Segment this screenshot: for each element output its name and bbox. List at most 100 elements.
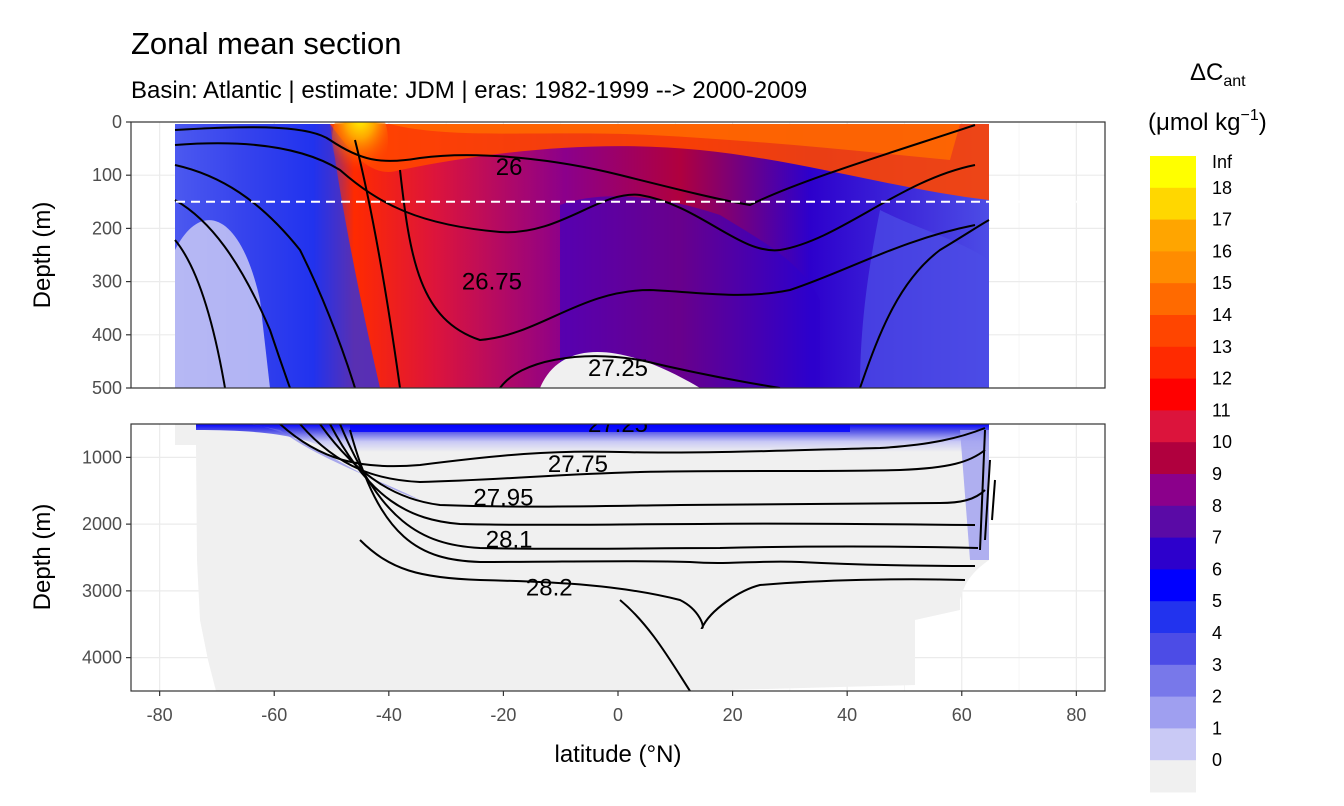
contour-label-26: 26 (496, 154, 523, 181)
x-tick-label--60: -60 (261, 705, 287, 725)
y-tick-label-2000: 2000 (82, 514, 122, 534)
upper-southern-pale (175, 220, 270, 388)
legend-unit-superscript: −1 (1241, 107, 1259, 124)
legend-label-2: 2 (1212, 687, 1222, 707)
x-axis-label: latitude (°N) (555, 741, 682, 768)
contour-label-27.75: 27.75 (548, 451, 608, 478)
x-axis: -80 -60 -40 -20 0 20 40 60 80 (147, 691, 1086, 725)
upper-y-axis: 0 100 200 300 400 500 (92, 112, 131, 398)
legend-unit-main: (μmol kg (1148, 109, 1241, 136)
x-tick-label-80: 80 (1066, 705, 1086, 725)
legend: ΔCant (μmol kg−1) Inf1817161514131211109… (1148, 59, 1267, 793)
legend-label-5: 5 (1212, 591, 1222, 611)
upper-contour-labels: 26 26.75 27.25 (462, 154, 648, 382)
lower-contour-labels: 27.25 27.75 27.95 28.1 28.2 (473, 411, 648, 602)
legend-swatch-17 (1150, 219, 1196, 252)
contour-label-28.1: 28.1 (486, 526, 533, 553)
legend-label-14: 14 (1212, 305, 1232, 325)
legend-label-8: 8 (1212, 496, 1222, 516)
upper-northern-blue (860, 210, 989, 388)
legend-swatch-11 (1150, 410, 1196, 443)
legend-swatch-7 (1150, 537, 1196, 570)
legend-swatch-0 (1150, 760, 1196, 793)
x-tick-label--80: -80 (147, 705, 173, 725)
legend-title-main: ΔC (1190, 59, 1223, 86)
x-tick-label-40: 40 (837, 705, 857, 725)
legend-unit: (μmol kg−1) (1148, 107, 1267, 136)
legend-swatch-13 (1150, 346, 1196, 380)
legend-swatch-12 (1150, 378, 1196, 411)
lower-y-axis-label: Depth (m) (29, 504, 56, 611)
y-tick-label-300: 300 (92, 272, 122, 292)
y-tick-label-200: 200 (92, 218, 122, 238)
upper-panel-border (130, 121, 1106, 389)
x-tick-label--40: -40 (376, 705, 402, 725)
legend-swatch-4 (1150, 633, 1196, 666)
legend-label-7: 7 (1212, 528, 1222, 548)
legend-label-1: 1 (1212, 718, 1222, 738)
legend-label-11: 11 (1212, 400, 1231, 420)
legend-swatch-16 (1150, 251, 1196, 284)
upper-panel: 26 26.75 27.25 0 100 200 300 400 500 Depth (m) (29, 112, 1106, 398)
legend-label-12: 12 (1212, 369, 1232, 389)
legend-label-18: 18 (1212, 178, 1232, 198)
lower-surface-strip (350, 424, 850, 432)
legend-swatch-9 (1150, 474, 1196, 507)
y-tick-label-3000: 3000 (82, 581, 122, 601)
legend-swatch-5 (1150, 601, 1196, 634)
legend-swatch-1 (1150, 728, 1196, 761)
lower-field: 27.25 27.75 27.95 28.1 28.2 (175, 411, 996, 691)
y-tick-label-1000: 1000 (82, 447, 122, 467)
y-tick-label-4000: 4000 (82, 648, 122, 668)
legend-swatch-14 (1150, 315, 1196, 348)
contour-label-27.95: 27.95 (473, 484, 533, 511)
contour-label-26.75: 26.75 (462, 269, 522, 296)
legend-swatch-15 (1150, 283, 1196, 316)
legend-swatch-18 (1150, 187, 1196, 221)
y-tick-label-0: 0 (112, 112, 122, 132)
legend-label-16: 16 (1212, 241, 1232, 261)
legend-swatch-3 (1150, 664, 1196, 698)
upper-field: 26 26.75 27.25 (131, 122, 1105, 388)
y-tick-label-400: 400 (92, 325, 122, 345)
contour-label-27.25: 27.25 (588, 411, 648, 438)
legend-label-13: 13 (1212, 337, 1232, 357)
lower-panel: 27.25 27.75 27.95 28.1 28.2 1000 2000 3000 4000… (29, 411, 1106, 692)
contour-label-27.25: 27.25 (588, 355, 648, 382)
chart-subtitle: Basin: Atlantic | estimate: JDM | eras: … (131, 77, 807, 104)
upper-deep-pale (540, 352, 700, 388)
legend-swatch-2 (1150, 696, 1196, 729)
legend-swatch-10 (1150, 442, 1196, 475)
legend-label-17: 17 (1212, 210, 1232, 230)
y-tick-label-100: 100 (92, 165, 122, 185)
legend-title: ΔCant (1190, 59, 1246, 90)
lower-contour-lines (279, 424, 986, 691)
chart-title: Zonal mean section (131, 26, 402, 61)
lower-north-edge-contours (979, 429, 996, 551)
lower-upper-layer (196, 424, 989, 505)
x-tick-label--20: -20 (490, 705, 516, 725)
legend-label-Inf: Inf (1212, 152, 1233, 172)
upper-hotspot (332, 122, 388, 180)
lower-y-axis: 1000 2000 3000 4000 (82, 447, 131, 668)
upper-surface-hot-layer (390, 124, 960, 160)
legend-label-3: 3 (1212, 655, 1222, 675)
legend-label-9: 9 (1212, 464, 1222, 484)
upper-contour-lines (174, 124, 990, 388)
legend-swatch-Inf (1150, 156, 1196, 189)
y-tick-label-500: 500 (92, 378, 122, 398)
legend-title-subscript: ant (1223, 73, 1246, 90)
legend-swatch-8 (1150, 505, 1196, 539)
legend-label-4: 4 (1212, 623, 1222, 643)
legend-label-15: 15 (1212, 273, 1232, 293)
contour-label-28.2: 28.2 (526, 575, 573, 602)
legend-swatch-6 (1150, 569, 1196, 602)
legend-label-10: 10 (1212, 432, 1232, 452)
x-tick-label-20: 20 (723, 705, 743, 725)
legend-label-6: 6 (1212, 559, 1222, 579)
x-tick-label-0: 0 (613, 705, 623, 725)
legend-label-0: 0 (1212, 750, 1222, 770)
legend-unit-close: ) (1259, 109, 1267, 136)
